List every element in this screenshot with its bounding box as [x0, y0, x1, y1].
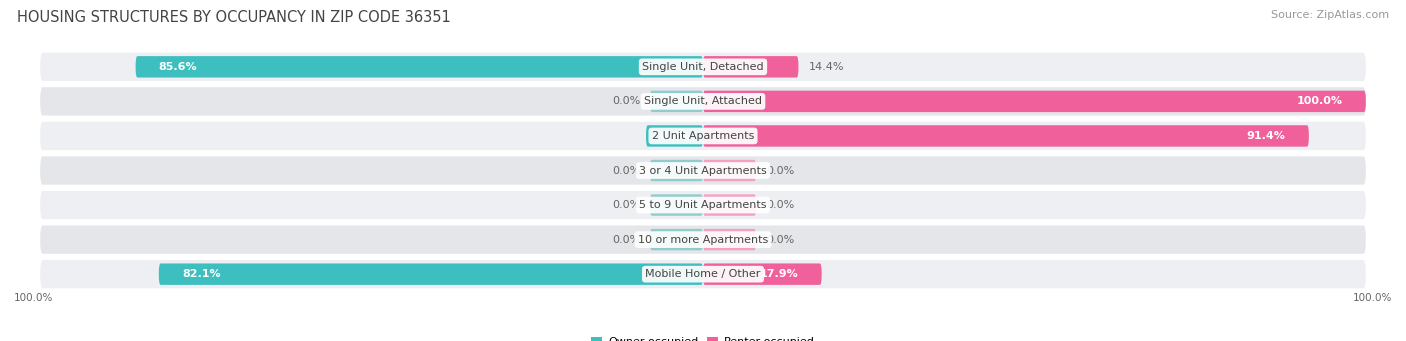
Text: 0.0%: 0.0%: [766, 165, 794, 176]
Text: Mobile Home / Other: Mobile Home / Other: [645, 269, 761, 279]
Text: 82.1%: 82.1%: [181, 269, 221, 279]
FancyBboxPatch shape: [41, 260, 1365, 288]
Text: 8.6%: 8.6%: [659, 131, 690, 141]
Text: 0.0%: 0.0%: [766, 235, 794, 244]
Text: 85.6%: 85.6%: [159, 62, 197, 72]
FancyBboxPatch shape: [650, 229, 703, 250]
Text: 14.4%: 14.4%: [808, 62, 844, 72]
FancyBboxPatch shape: [650, 160, 703, 181]
FancyBboxPatch shape: [703, 125, 1309, 147]
Text: Source: ZipAtlas.com: Source: ZipAtlas.com: [1271, 10, 1389, 20]
FancyBboxPatch shape: [703, 91, 1365, 112]
Text: Single Unit, Detached: Single Unit, Detached: [643, 62, 763, 72]
FancyBboxPatch shape: [41, 53, 1365, 81]
FancyBboxPatch shape: [41, 191, 1365, 219]
Text: 3 or 4 Unit Apartments: 3 or 4 Unit Apartments: [640, 165, 766, 176]
Text: 100.0%: 100.0%: [1353, 293, 1392, 303]
Text: 2 Unit Apartments: 2 Unit Apartments: [652, 131, 754, 141]
Text: 0.0%: 0.0%: [612, 165, 640, 176]
FancyBboxPatch shape: [703, 160, 756, 181]
Text: Single Unit, Attached: Single Unit, Attached: [644, 97, 762, 106]
Text: 0.0%: 0.0%: [612, 235, 640, 244]
Text: 10 or more Apartments: 10 or more Apartments: [638, 235, 768, 244]
FancyBboxPatch shape: [41, 156, 1365, 185]
FancyBboxPatch shape: [703, 56, 799, 77]
Text: HOUSING STRUCTURES BY OCCUPANCY IN ZIP CODE 36351: HOUSING STRUCTURES BY OCCUPANCY IN ZIP C…: [17, 10, 450, 25]
FancyBboxPatch shape: [703, 264, 821, 285]
FancyBboxPatch shape: [135, 56, 703, 77]
FancyBboxPatch shape: [650, 194, 703, 216]
Text: 91.4%: 91.4%: [1247, 131, 1285, 141]
Text: 100.0%: 100.0%: [1296, 97, 1343, 106]
Text: 0.0%: 0.0%: [766, 200, 794, 210]
Text: 0.0%: 0.0%: [612, 200, 640, 210]
FancyBboxPatch shape: [41, 122, 1365, 150]
FancyBboxPatch shape: [703, 229, 756, 250]
FancyBboxPatch shape: [41, 87, 1365, 116]
FancyBboxPatch shape: [41, 225, 1365, 254]
Text: 0.0%: 0.0%: [612, 97, 640, 106]
Text: 5 to 9 Unit Apartments: 5 to 9 Unit Apartments: [640, 200, 766, 210]
FancyBboxPatch shape: [645, 125, 703, 147]
FancyBboxPatch shape: [650, 91, 703, 112]
FancyBboxPatch shape: [703, 194, 756, 216]
Legend: Owner-occupied, Renter-occupied: Owner-occupied, Renter-occupied: [586, 332, 820, 341]
FancyBboxPatch shape: [159, 264, 703, 285]
Text: 17.9%: 17.9%: [759, 269, 799, 279]
Text: 100.0%: 100.0%: [14, 293, 53, 303]
